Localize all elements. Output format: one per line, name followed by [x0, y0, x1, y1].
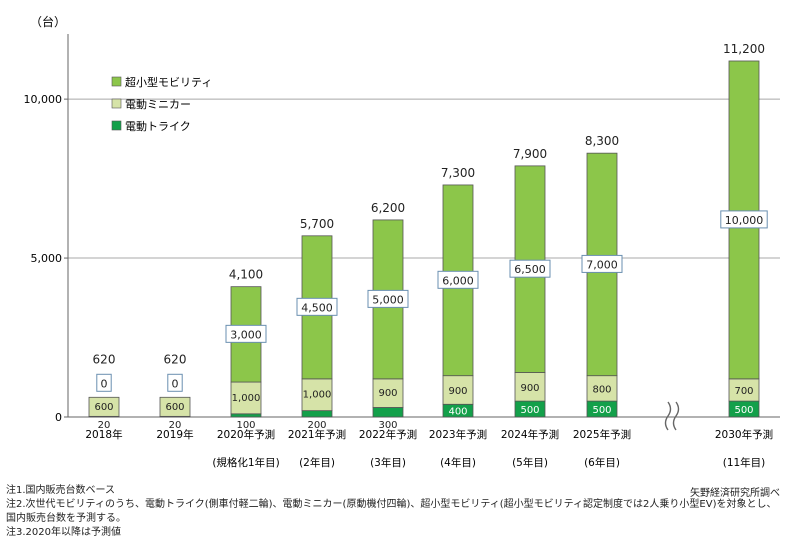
data-label-trike: 300: [378, 420, 397, 431]
x-tick-label: 2023年予測: [429, 428, 487, 441]
legend-swatch: [111, 76, 122, 87]
y-tick-label: 0: [55, 411, 62, 424]
x-axis-labels: 2018年 2019年 2020年予測 (規格化1年目) 2021年予測 (2年目) 202…: [85, 428, 773, 469]
data-label-trike: 400: [448, 407, 467, 418]
x-tick-label: 2025年予測: [573, 428, 631, 441]
data-label-minicar: 900: [520, 383, 539, 394]
data-label-box: [367, 289, 409, 308]
axis-break-mark: [664, 401, 680, 431]
y-axis-unit-label: （台）: [30, 14, 66, 29]
y-tick-label: 10,000: [24, 93, 63, 106]
data-label-minicar: 900: [378, 388, 397, 399]
y-tick-label: 5,000: [31, 252, 63, 265]
total-label: 4,100: [229, 268, 263, 282]
bars: 20 600 0 620 20 600 0 620 100 1,000 3,000 4,100 200 1…: [88, 42, 768, 431]
note-2-continued: 国内販売台数を予測する。: [6, 513, 126, 524]
legend-label: 電動ミニカー: [125, 97, 191, 111]
data-label-box: [509, 259, 551, 278]
data-label-mobility: 6,500: [514, 263, 546, 276]
data-label-trike: 500: [592, 405, 611, 416]
x-tick-label: 2019年: [156, 428, 193, 441]
axis-break-wave: [664, 401, 672, 431]
bar-segment: [442, 375, 474, 405]
data-label-box: [437, 270, 479, 289]
x-sub-label: (11年目): [723, 456, 766, 469]
total-label: 620: [93, 352, 116, 366]
axis-break-wave: [672, 401, 680, 431]
data-label-minicar: 700: [734, 386, 753, 397]
data-label-box: [225, 324, 267, 343]
data-label-box: [720, 210, 768, 229]
bar-segment: [372, 407, 404, 418]
data-label-box: [581, 254, 623, 273]
data-label-mobility: 4,500: [301, 301, 333, 314]
data-label-trike: 20: [98, 420, 111, 431]
data-label-mobility: 5,000: [372, 293, 404, 306]
bar-segment: [230, 381, 262, 415]
total-label: 11,200: [723, 42, 765, 56]
data-label-minicar: 900: [448, 386, 467, 397]
bar-segment: [301, 410, 333, 418]
total-label: 5,700: [300, 217, 334, 231]
data-label-trike: 500: [520, 405, 539, 416]
x-sub-label: (3年目): [370, 456, 406, 469]
data-label-minicar: 800: [592, 384, 611, 395]
bar-segment: [230, 413, 262, 418]
x-sub-label: (5年目): [512, 456, 548, 469]
legend-label: 電動トライク: [125, 119, 191, 133]
data-label-mobility: 0: [172, 377, 179, 390]
total-label: 620: [164, 352, 187, 366]
data-label-mobility: 7,000: [586, 258, 618, 271]
legend-label: 超小型モビリティ: [125, 75, 212, 89]
data-label-minicar: 1,000: [232, 393, 261, 404]
legend-swatch: [111, 120, 122, 131]
x-tick-label: 2024年予測: [501, 428, 559, 441]
data-label-box: [96, 373, 112, 392]
bar-segment: [514, 372, 546, 402]
data-label-minicar: 600: [165, 402, 184, 413]
source-credit: 矢野経済研究所調べ: [690, 488, 780, 499]
note-1: 注1.国内販売台数ベース: [6, 485, 116, 496]
data-label-minicar: 600: [94, 402, 113, 413]
total-label: 6,200: [371, 201, 405, 215]
bar-segment: [159, 396, 191, 417]
legend-swatch: [111, 98, 122, 109]
data-label-mobility: 3,000: [230, 328, 262, 341]
data-label-trike: 200: [307, 420, 326, 431]
total-label: 8,300: [585, 134, 619, 148]
x-sub-label: (2年目): [299, 456, 335, 469]
total-label: 7,300: [441, 166, 475, 180]
y-axis-ticks: 0 5,000 10,000: [24, 93, 63, 424]
x-tick-label: 2030年予測: [715, 428, 773, 441]
x-tick-label: 2021年予測: [288, 428, 346, 441]
x-tick-label: 2018年: [85, 428, 122, 441]
data-label-trike: 20: [169, 420, 182, 431]
data-label-trike: 500: [734, 405, 753, 416]
data-label-mobility: 0: [101, 377, 108, 390]
x-tick-label: 2020年予測: [217, 428, 275, 441]
x-sub-label: (6年目): [584, 456, 620, 469]
stacked-bar-chart: （台） 0 5,000 10,000 20 600 0 620 20 600 0 620 100 1,…: [24, 14, 780, 469]
bar-segment: [586, 375, 618, 402]
data-label-minicar: 1,000: [303, 390, 332, 401]
data-label-box: [296, 297, 338, 316]
bar-segment: [372, 378, 404, 408]
data-label-box: [167, 373, 183, 392]
data-label-mobility: 6,000: [442, 274, 474, 287]
note-3: 注3.2020年以降は予測値: [6, 527, 121, 538]
x-tick-label: 2022年予測: [359, 428, 417, 441]
data-label-mobility: 10,000: [725, 214, 764, 227]
total-label: 7,900: [513, 147, 547, 161]
x-sub-label: (4年目): [440, 456, 476, 469]
bar-segment: [88, 396, 120, 417]
x-sub-label: (規格化1年目): [212, 456, 279, 469]
note-2: 注2.次世代モビリティのうち、電動トライク(側車付軽二輪)、電動ミニカー(原動機…: [6, 499, 777, 510]
data-label-trike: 100: [236, 420, 255, 431]
